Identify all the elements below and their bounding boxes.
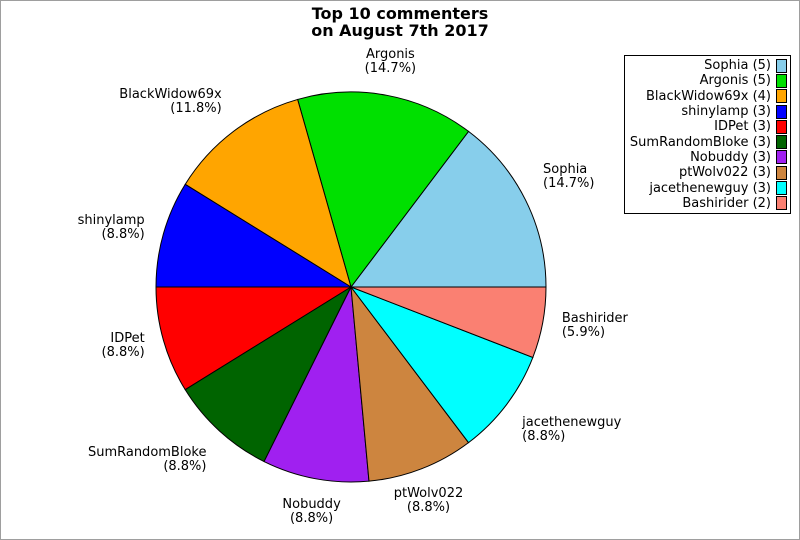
legend-item-jacethenewguy: jacethenewguy (3) (627, 180, 787, 196)
legend-label: SumRandomBloke (3) (629, 134, 771, 150)
slice-label-name: Sophia (543, 162, 588, 178)
legend-label: shinylamp (3) (681, 104, 771, 120)
legend-color-swatch (776, 89, 787, 104)
pie-slice-IDPet (155, 286, 353, 391)
legend-item-IDPet: IDPet (3) (627, 119, 787, 134)
slice-label-name: shinylamp (77, 213, 145, 229)
slice-label-name: Nobuddy (282, 496, 341, 512)
slice-label-shinylamp: shinylamp (8.8%) (78, 214, 145, 242)
pie-slice-jacethenewguy (349, 285, 534, 444)
slice-label-jacethenewguy: jacethenewguy (8.8%) (522, 416, 621, 444)
legend-color-swatch (776, 150, 787, 165)
pie-slice-Argonis (297, 91, 470, 289)
slice-label-Argonis: Argonis (14.7%) (365, 48, 416, 76)
legend-item-BlackWidow69x: BlackWidow69x (4) (627, 89, 787, 104)
slice-label-percent: (8.8%) (522, 429, 566, 445)
slice-label-name: Bashirider (561, 311, 628, 327)
legend-item-Bashirider: Bashirider (2) (627, 196, 787, 211)
slice-label-name: jacethenewguy (522, 415, 622, 431)
slice-label-percent: (8.8%) (289, 510, 334, 526)
slice-label-percent: (14.7%) (543, 176, 595, 192)
chart-title-line1: Top 10 commenters (311, 4, 489, 23)
legend-label: IDPet (3) (714, 119, 771, 135)
slice-label-SumRandomBloke: SumRandomBloke (8.8%) (87, 444, 207, 474)
legend-color-swatch (776, 119, 787, 134)
legend-item-ptWolv022: ptWolv022 (3) (627, 165, 787, 180)
slice-label-name: Argonis (365, 47, 415, 63)
legend-label: Bashirider (2) (682, 195, 771, 211)
slice-label-ptWolv022: ptWolv022 (8.8%) (394, 487, 464, 515)
legend-item-Argonis: Argonis (5) (627, 73, 787, 88)
slice-label-name: IDPet (110, 330, 145, 346)
legend-label: Sophia (5) (704, 58, 771, 74)
legend-label: jacethenewguy (3) (649, 180, 771, 196)
legend-item-Nobuddy: Nobuddy (3) (627, 150, 787, 165)
slice-label-BlackWidow69x: BlackWidow69x (11.8%) (119, 86, 222, 116)
legend-label: BlackWidow69x (4) (646, 88, 771, 104)
slice-label-Bashirider: Bashirider (5.9%) (562, 312, 628, 340)
chart-title-line2: on August 7th 2017 (311, 21, 489, 40)
slice-label-percent: (8.8%) (163, 458, 207, 474)
slice-label-name: SumRandomBloke (87, 444, 207, 460)
legend-color-swatch (776, 135, 787, 150)
slice-label-percent: (8.8%) (406, 500, 451, 515)
slice-label-IDPet: IDPet (8.8%) (101, 330, 145, 360)
slice-label-Sophia: Sophia (14.7%) (543, 163, 594, 191)
pie-slice-SumRandomBloke (184, 285, 353, 463)
pie-slice-Nobuddy (263, 285, 370, 483)
slice-label-name: BlackWidow69x (119, 86, 222, 102)
legend-color-swatch (776, 196, 787, 211)
slice-label-percent: (8.8%) (101, 344, 145, 360)
slice-label-Nobuddy: Nobuddy (8.8%) (282, 496, 341, 526)
legend-label: Nobuddy (3) (690, 149, 771, 165)
pie-slice-BlackWidow69x (184, 98, 352, 289)
slice-label-percent: (5.9%) (561, 325, 606, 341)
legend-item-Sophia: Sophia (5) (627, 58, 787, 73)
legend: Sophia (5) Argonis (5) BlackWidow69x (4) sh… (624, 55, 791, 214)
legend-label: ptWolv022 (3) (678, 165, 771, 181)
slice-label-percent: (8.8%) (101, 227, 145, 243)
pie-slice-Bashirider (350, 286, 547, 359)
legend-label: Argonis (5) (699, 73, 771, 89)
slice-label-percent: (14.7%) (364, 61, 417, 77)
legend-item-SumRandomBloke: SumRandomBloke (3) (627, 135, 787, 150)
slice-label-name: ptWolv022 (393, 486, 464, 501)
legend-item-shinylamp: shinylamp (3) (627, 104, 787, 119)
slice-label-percent: (11.8%) (170, 100, 222, 116)
pie-slice-ptWolv022 (350, 285, 470, 482)
pie-slice-Sophia (349, 130, 547, 288)
legend-color-swatch (776, 104, 787, 119)
legend-color-swatch (776, 73, 787, 88)
chart-title: Top 10 commenters on August 7th 2017 (1, 5, 799, 39)
legend-color-swatch (776, 165, 787, 180)
legend-color-swatch (776, 58, 787, 73)
pie-slice-shinylamp (155, 183, 353, 288)
legend-color-swatch (776, 181, 787, 196)
